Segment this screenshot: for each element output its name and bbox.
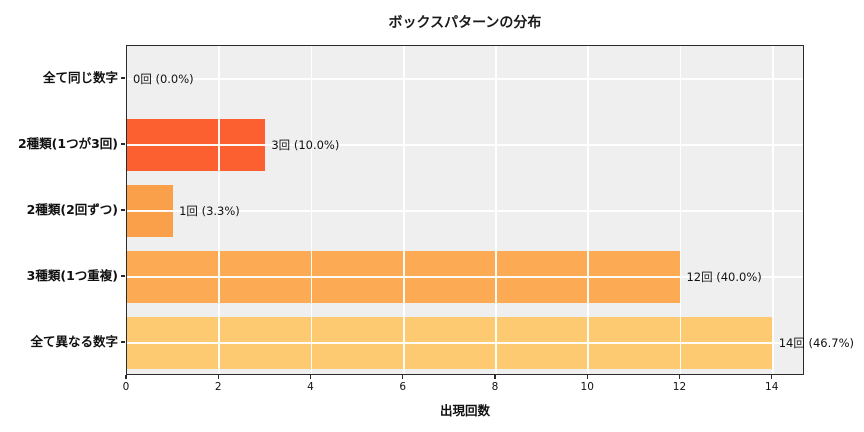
y-tick-label: 2種類(1つが3回) [17, 135, 118, 151]
x-tick-label: 0 [122, 381, 130, 393]
gridline-h [127, 276, 803, 278]
x-tick-label: 12 [672, 381, 687, 393]
y-tick-label: 2種類(2回ずつ) [26, 201, 118, 217]
x-tick-label: 10 [580, 381, 594, 393]
gridline-v [310, 46, 313, 374]
x-tick-mark [771, 375, 773, 379]
gridline-v [771, 46, 774, 374]
bar-value-label: 1回 (3.3%) [179, 203, 240, 218]
y-tick-mark [121, 209, 125, 211]
x-tick-label: 8 [491, 381, 499, 393]
y-tick-label: 全て異なる数字 [30, 333, 118, 349]
x-axis-label: 出現回数 [439, 403, 490, 418]
gridline-v [587, 46, 590, 374]
y-tick-mark [121, 275, 125, 277]
gridline-v [679, 46, 682, 374]
x-tick-mark [309, 375, 312, 379]
x-tick-mark [586, 375, 588, 379]
y-tick-label: 全て同じ数字 [42, 69, 118, 85]
chart-title: ボックスパターンの分布 [388, 15, 542, 31]
gridline-h [127, 144, 803, 146]
gridline-h [127, 210, 803, 212]
x-tick-label: 6 [399, 381, 407, 393]
y-tick-mark [121, 341, 125, 343]
x-tick-label: 2 [214, 381, 222, 393]
bar-value-label: 0回 (0.0%) [133, 71, 194, 86]
x-tick-mark [678, 375, 681, 379]
x-tick-mark [402, 375, 404, 379]
x-tick-mark [125, 375, 127, 379]
y-tick-label: 3種類(1つ重複) [26, 267, 118, 283]
bar-value-label: 14回 (46.7%) [778, 335, 854, 350]
bar-value-label: 3回 (10.0%) [271, 137, 340, 152]
y-tick-mark [121, 77, 125, 79]
gridline-h [127, 78, 803, 80]
y-tick-mark [121, 143, 125, 145]
x-tick-mark [217, 375, 219, 379]
plot-area: 0回 (0.0%) 3回 (10.0%) 1回 (3.3%) 12回 (40.0%) 1… [126, 45, 854, 375]
gridline-v [402, 46, 405, 374]
bar-value-label: 12回 (40.0%) [686, 269, 762, 284]
x-tick-mark [494, 375, 496, 379]
x-tick-label: 14 [765, 381, 779, 393]
gridline-h [127, 342, 803, 344]
gridline-v [218, 46, 221, 374]
x-tick-label: 4 [307, 381, 314, 393]
gridline-v [495, 46, 497, 374]
